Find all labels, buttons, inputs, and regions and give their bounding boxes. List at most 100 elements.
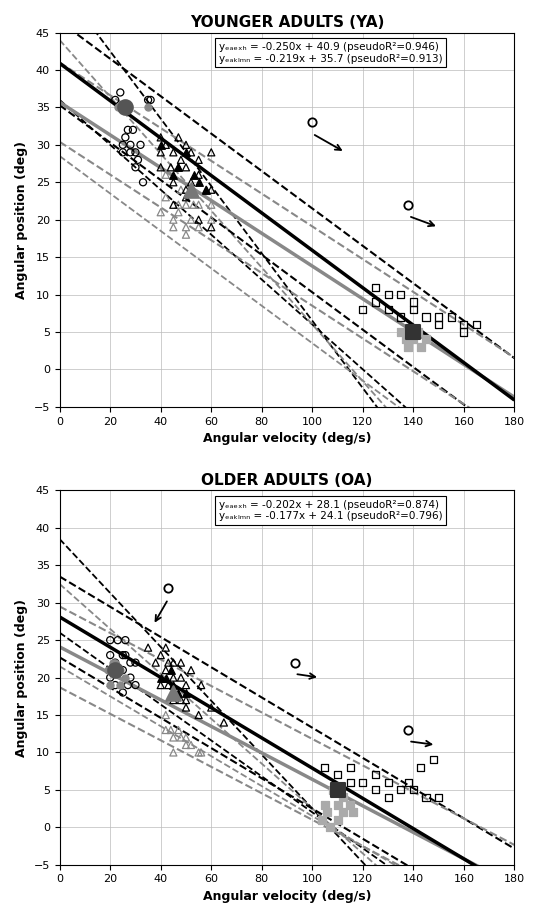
Point: [169, 670, 178, 685]
Point: [169, 167, 178, 182]
Point: [161, 190, 170, 205]
Point: [404, 340, 413, 354]
Point: [131, 655, 140, 670]
Point: [121, 633, 130, 647]
Point: [371, 295, 380, 309]
Point: [144, 640, 152, 655]
Point: [207, 197, 215, 212]
Point: [409, 302, 418, 317]
Point: [118, 145, 127, 160]
Point: [166, 160, 175, 174]
Point: [157, 145, 165, 160]
Point: [321, 760, 329, 775]
Point: [429, 753, 438, 767]
Point: [164, 677, 173, 692]
Point: [207, 145, 215, 160]
Point: [177, 183, 185, 197]
Point: [174, 205, 183, 219]
Point: [169, 145, 178, 160]
Point: [333, 782, 342, 797]
Point: [384, 775, 393, 789]
Point: [434, 309, 443, 324]
Point: [169, 677, 178, 692]
Point: [161, 138, 170, 152]
Point: [333, 798, 342, 812]
Point: [109, 655, 117, 670]
Point: [106, 677, 114, 692]
Point: [169, 685, 178, 700]
Point: [118, 685, 127, 700]
Point: [194, 219, 203, 234]
Point: [194, 152, 203, 167]
Point: [157, 160, 165, 174]
Point: [126, 655, 134, 670]
Point: [116, 677, 125, 692]
Point: [144, 93, 152, 107]
Point: [139, 175, 147, 190]
Point: [181, 730, 190, 744]
Point: [131, 145, 140, 160]
Point: [177, 730, 185, 744]
Point: [161, 663, 170, 677]
Point: [116, 663, 125, 677]
Point: [417, 340, 426, 354]
Point: [124, 677, 132, 692]
Point: [396, 325, 405, 340]
Point: [371, 782, 380, 797]
Point: [181, 700, 190, 715]
Point: [194, 708, 203, 722]
Point: [174, 160, 183, 174]
Point: [136, 138, 145, 152]
Point: [181, 138, 190, 152]
Point: [202, 183, 211, 197]
Point: [207, 212, 215, 227]
Point: [169, 730, 178, 744]
Point: [161, 670, 170, 685]
Point: [220, 715, 228, 730]
Y-axis label: Angular position (deg): Angular position (deg): [15, 140, 28, 298]
Point: [181, 228, 190, 242]
Point: [181, 693, 190, 708]
Title: YOUNGER ADULTS (YA): YOUNGER ADULTS (YA): [190, 15, 384, 30]
Point: [113, 633, 122, 647]
Point: [460, 317, 468, 331]
Point: [409, 782, 418, 797]
Point: [333, 767, 342, 782]
Point: [166, 722, 175, 737]
Point: [157, 677, 165, 692]
Point: [202, 183, 211, 197]
Point: [187, 663, 195, 677]
Point: [194, 745, 203, 760]
Point: [177, 670, 185, 685]
Point: [187, 145, 195, 160]
Point: [409, 325, 418, 340]
Point: [169, 212, 178, 227]
Point: [134, 152, 143, 167]
Point: [161, 640, 170, 655]
Point: [111, 93, 119, 107]
Point: [422, 309, 430, 324]
Point: [396, 309, 405, 324]
Point: [169, 219, 178, 234]
Point: [169, 175, 178, 190]
Point: [118, 138, 127, 152]
Point: [129, 122, 137, 137]
Point: [181, 160, 190, 174]
Point: [126, 138, 134, 152]
Point: [169, 655, 178, 670]
Point: [318, 812, 327, 827]
Point: [414, 325, 423, 340]
Point: [194, 212, 203, 227]
Point: [169, 197, 178, 212]
Point: [111, 655, 119, 670]
Point: [333, 812, 342, 827]
Point: [187, 737, 195, 752]
Point: [371, 767, 380, 782]
X-axis label: Angular velocity (deg/s): Angular velocity (deg/s): [203, 890, 372, 903]
Point: [174, 160, 183, 174]
Point: [348, 805, 357, 820]
Point: [181, 183, 190, 197]
Point: [118, 648, 127, 663]
Point: [124, 100, 132, 115]
Point: [174, 685, 183, 700]
